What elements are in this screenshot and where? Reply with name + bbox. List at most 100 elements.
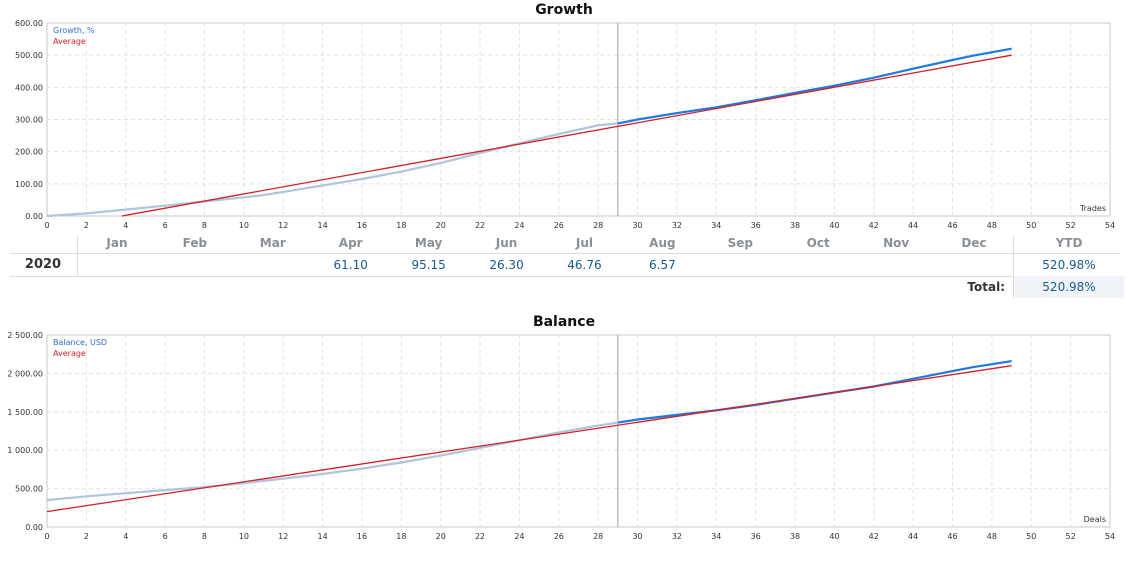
x-tick-label: 44 (908, 532, 918, 541)
x-tick-label: 10 (239, 221, 249, 230)
month-header: May (414, 236, 443, 250)
x-tick-label: 32 (672, 532, 682, 541)
month-header: Dec (961, 236, 987, 250)
y-tick-label: 100.00 (15, 180, 43, 189)
monthly-returns-table: Jan Feb Mar Apr May Jun Jul Aug Sep Oct Nov Dec YTD… (0, 236, 1128, 298)
x-tick-label: 54 (1105, 221, 1115, 230)
x-tick-label: 44 (908, 221, 918, 230)
x-tick-label: 24 (514, 532, 524, 541)
growth-chart: 0 2 4 6 8 10 12 14 16 18 20 22 24 26 28 30 32 34 36 38 40 42 4… (15, 19, 1115, 230)
x-axis-label: Trades (1079, 204, 1106, 213)
x-tick-label: 22 (475, 221, 485, 230)
y-tick-label: 500.00 (15, 485, 43, 494)
balance-chart: 0 2 4 6 8 10 12 14 16 18 20 22 24 26 28 30 32 34 36 38 40 42 4… (7, 331, 1115, 541)
x-tick-label: 4 (123, 221, 128, 230)
x-tick-label: 14 (317, 532, 327, 541)
x-tick-label: 40 (829, 221, 839, 230)
series-line-2 (46, 365, 1012, 513)
x-tick-label: 34 (711, 532, 721, 541)
x-tick-label: 20 (436, 221, 446, 230)
month-header: Jun (495, 236, 518, 250)
table-divider (1013, 236, 1014, 298)
y-tick-label: 400.00 (15, 83, 43, 92)
x-tick-label: 26 (554, 532, 564, 541)
x-tick-label: 46 (947, 221, 957, 230)
x-tick-label: 8 (202, 221, 207, 230)
x-tick-label: 46 (947, 532, 957, 541)
x-tick-label: 54 (1105, 532, 1115, 541)
month-header: Apr (338, 236, 363, 250)
month-value: 61.10 (333, 258, 368, 272)
x-tick-label: 42 (869, 532, 879, 541)
x-tick-label: 18 (396, 221, 406, 230)
x-tick-label: 48 (987, 221, 997, 230)
table-divider (77, 236, 78, 276)
x-tick-label: 14 (317, 221, 327, 230)
x-tick-label: 48 (987, 532, 997, 541)
x-tick-label: 12 (278, 221, 288, 230)
x-tick-label: 30 (632, 221, 642, 230)
x-tick-label: 52 (1066, 221, 1076, 230)
month-header: Feb (182, 236, 208, 250)
month-value: 26.30 (489, 258, 524, 272)
month-header: Jan (106, 236, 128, 250)
x-tick-label: 36 (751, 221, 761, 230)
total-label: Total: (967, 280, 1005, 294)
series-line-0 (46, 421, 619, 502)
y-tick-label: 1 000.00 (7, 446, 43, 455)
series-line-0 (46, 122, 619, 218)
ytd-value: 520.98% (1042, 258, 1096, 272)
x-tick-label: 2 (84, 221, 89, 230)
x-tick-label: 38 (790, 221, 800, 230)
year-label: 2020 (24, 257, 62, 272)
x-tick-label: 28 (593, 221, 603, 230)
year-row: 2020 520.98% 61.10 95.15 26.30 46.76 6.57 (10, 253, 1120, 277)
x-tick-label: 34 (711, 221, 721, 230)
total-row: Total: 520.98% (0, 276, 1128, 298)
month-header: Jul (575, 236, 594, 250)
x-tick-label: 18 (396, 532, 406, 541)
x-tick-label: 40 (829, 532, 839, 541)
y-tick-label: 2 000.00 (7, 369, 43, 378)
x-tick-label: 32 (672, 221, 682, 230)
month-header: Aug (649, 236, 676, 250)
legend-entry: Average (53, 37, 86, 46)
x-tick-label: 12 (278, 532, 288, 541)
x-tick-label: 28 (593, 532, 603, 541)
legend-entry: Average (53, 349, 86, 358)
x-tick-label: 26 (554, 221, 564, 230)
month-header-row: Jan Feb Mar Apr May Jun Jul Aug Sep Oct Nov Dec (0, 236, 1128, 252)
month-header: Nov (883, 236, 910, 250)
total-value: 520.98% (1042, 280, 1096, 294)
y-tick-label: 2 500.00 (7, 331, 43, 340)
x-tick-label: 20 (436, 532, 446, 541)
x-tick-label: 24 (514, 221, 524, 230)
x-tick-label: 6 (163, 532, 168, 541)
x-axis-label: Deals (1084, 515, 1106, 524)
x-tick-label: 10 (239, 532, 249, 541)
month-value: 6.57 (649, 258, 676, 272)
x-tick-label: 0 (44, 532, 49, 541)
x-tick-label: 50 (1026, 221, 1036, 230)
x-tick-label: 36 (751, 532, 761, 541)
legend-entry: Balance, USD (53, 338, 107, 347)
y-tick-label: 1 500.00 (7, 408, 43, 417)
y-tick-label: 500.00 (15, 51, 43, 60)
month-value: 95.15 (411, 258, 446, 272)
x-tick-label: 4 (123, 532, 128, 541)
y-tick-label: 600.00 (15, 19, 43, 28)
x-tick-label: 22 (475, 532, 485, 541)
x-tick-label: 30 (632, 532, 642, 541)
total-box: 520.98% (1014, 276, 1124, 298)
x-tick-label: 16 (357, 532, 367, 541)
x-tick-label: 38 (790, 532, 800, 541)
month-header: Oct (806, 236, 830, 250)
month-value: 46.76 (567, 258, 602, 272)
x-tick-label: 2 (84, 532, 89, 541)
growth-chart-title: Growth (535, 2, 593, 18)
x-tick-label: 16 (357, 221, 367, 230)
x-tick-label: 6 (163, 221, 168, 230)
month-header: Mar (259, 236, 286, 250)
x-tick-label: 42 (869, 221, 879, 230)
series-line-1 (617, 47, 1012, 125)
